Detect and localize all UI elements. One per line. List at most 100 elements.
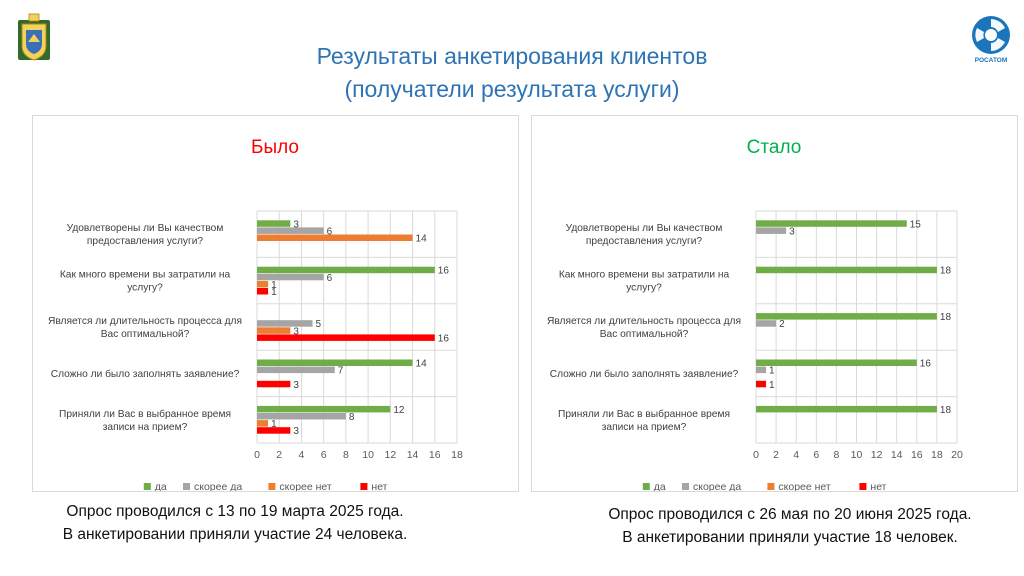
before-bar-скорее-да [257,227,324,234]
after-category-label: Сложно ли было заполнять заявление? [550,368,739,380]
before-chart-title: Было [251,137,299,158]
after-data-label: 18 [940,266,952,277]
before-data-label: 16 [438,266,450,277]
after-data-label: 16 [920,359,932,370]
after-x-tick-label: 6 [813,449,819,461]
before-data-label: 6 [327,273,333,284]
survey-note-before-line1: Опрос проводился с 13 по 19 марта 2025 г… [66,503,404,520]
survey-note-before: Опрос проводился с 13 по 19 марта 2025 г… [30,500,440,546]
before-bar-нет [257,288,269,295]
after-bar-да [756,313,937,320]
after-x-tick-label: 16 [911,449,923,461]
before-category-label: Вас оптимальной? [101,329,190,340]
after-legend-swatch [642,483,650,490]
after-x-tick-label: 12 [871,449,883,461]
after-x-tick-label: 2 [773,449,779,461]
before-x-tick-label: 10 [362,449,374,461]
before-bar-скорее-нет [257,327,291,334]
before-bar-скорее-нет [257,280,269,288]
after-legend-label: да [654,481,666,491]
before-bar-да [257,266,435,274]
before-x-tick-label: 8 [343,449,349,461]
after-data-label: 3 [789,226,795,237]
before-category-label: Как много времени вы затратили на [60,270,231,281]
after-data-label: 18 [940,405,952,416]
before-data-label: 5 [316,319,322,330]
after-category-label: записи на прием? [602,422,687,433]
before-category-label: предоставления услуги? [87,236,204,247]
after-legend-swatch [859,483,867,490]
before-data-label: 6 [327,226,333,237]
before-bar-нет [257,380,291,388]
survey-note-after: Опрос проводился с 26 мая по 20 июня 202… [580,503,1000,549]
before-bar-скорее-нет [257,420,269,427]
before-x-tick-label: 12 [384,449,396,461]
before-category-label: Является ли длительность процесса для [48,316,242,327]
after-x-tick-label: 8 [833,449,839,461]
before-bar-скорее-нет [257,234,413,241]
after-x-tick-label: 10 [851,449,863,461]
after-category-label: Приняли ли Вас в выбранное время [558,408,730,420]
before-legend-label: скорее да [194,481,242,491]
after-bar-да [756,405,937,413]
after-category-label: Является ли длительность процесса для [547,316,741,327]
before-bar-да [257,220,291,227]
before-category-label: записи на прием? [103,422,188,433]
before-bar-скорее-да [257,366,335,374]
before-data-label: 12 [393,405,405,416]
after-bar-да [756,359,917,366]
before-data-label: 7 [338,366,344,377]
before-legend-swatch [360,483,368,490]
survey-note-after-line2: В анкетировании приняли участие 18 челов… [622,529,958,546]
after-data-label: 2 [779,319,785,330]
after-x-tick-label: 20 [951,449,963,461]
coat-of-arms-emblem [18,13,50,61]
before-legend-swatch [183,483,190,490]
after-bar-да [756,220,907,227]
before-data-label: 1 [271,287,277,298]
before-legend-label: нет [371,481,387,491]
before-bar-скорее-да [257,273,324,281]
before-data-label: 3 [293,326,299,337]
before-data-label: 14 [416,359,428,370]
before-category-label: Сложно ли было заполнять заявление? [51,368,240,380]
after-bar-скорее-да [756,366,767,374]
after-category-label: услугу? [626,283,662,294]
after-data-label: 1 [769,366,775,377]
logo-text: РОСАТОМ [975,57,1008,64]
chart-before-panel: Было 0 2 4 6 8 10 12 14 16 18 Удовлетворены ли Вы к… [32,115,519,492]
before-bar-да [257,405,391,413]
after-x-tick-label: 18 [931,449,943,461]
before-legend-label: скорее нет [279,481,332,491]
before-x-tick-label: 4 [299,449,305,461]
after-bar-скорее-да [756,227,787,234]
after-x-tick-label: 4 [793,449,799,461]
before-bar-нет [257,334,435,341]
before-legend-swatch [143,483,151,490]
after-category-label: Как много времени вы затратили на [559,270,730,281]
before-bar-скорее-да [257,413,346,420]
before-category-label: Удовлетворены ли Вы качеством [67,223,224,234]
before-category-label: Приняли ли Вас в выбранное время [59,408,231,420]
after-data-label: 1 [769,380,775,391]
before-legend-swatch [268,483,276,490]
after-bar-нет [756,380,767,388]
after-bar-скорее-да [756,320,777,327]
after-category-label: Вас оптимальной? [600,329,689,340]
rosatom-logo: РОСАТОМ [972,16,1010,64]
after-legend-swatch [767,483,775,490]
before-x-tick-label: 2 [276,449,282,461]
chart-after-panel: Стало 0 2 4 6 8 10 12 14 16 18 20 Удовлетворены ли В… [531,115,1018,492]
after-category-label: предоставления услуги? [586,236,703,247]
survey-note-after-line1: Опрос проводился с 26 мая по 20 июня 202… [608,506,972,523]
before-data-label: 3 [293,380,299,391]
after-x-tick-label: 14 [891,449,903,461]
after-legend-label: скорее да [693,481,741,491]
before-data-label: 14 [416,234,428,245]
after-legend-swatch [682,483,689,490]
before-x-tick-label: 14 [407,449,419,461]
before-data-label: 3 [293,219,299,230]
before-x-tick-label: 6 [321,449,327,461]
